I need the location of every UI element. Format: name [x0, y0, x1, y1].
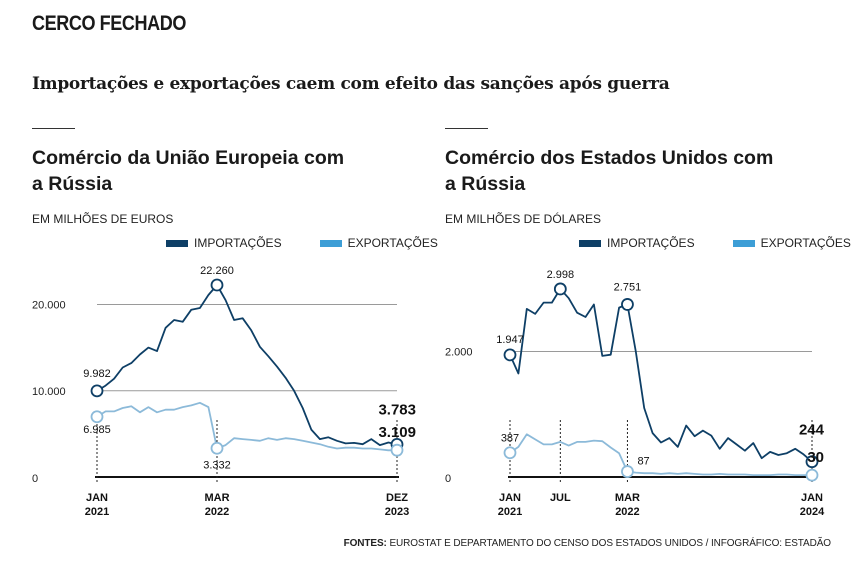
exports-marker [90, 410, 104, 424]
data-label: 22.260 [200, 265, 234, 277]
y-tick-label: 10.000 [32, 386, 66, 398]
x-tick-label-line1: DEZ [386, 492, 408, 504]
legend-label-exports: EXPORTAÇÕES [347, 236, 438, 250]
x-tick-label-line1: JAN [499, 492, 521, 504]
exports-line [509, 433, 812, 477]
x-tick-label-line2: 2022 [615, 506, 639, 518]
y-tick-label: 0 [32, 473, 38, 485]
legend-item-exports: EXPORTAÇÕES [732, 236, 851, 250]
legend-swatch-imports [579, 239, 601, 247]
data-label: 1.947 [496, 334, 524, 346]
x-tick-label-line1: MAR [204, 492, 229, 504]
legend-item-imports: IMPORTAÇÕES [166, 236, 282, 250]
x-tick-label-line2: 2022 [205, 506, 229, 518]
chart-left-title-line2: a Rússia [32, 173, 113, 195]
sources-text: EUROSTAT E DEPARTAMENTO DO CENSO DOS EST… [386, 538, 831, 549]
chart-right-title-line1: Comércio dos Estados Unidos com [445, 147, 774, 169]
chart-right-unit: EM MILHÕES DE DÓLARES [445, 212, 602, 226]
data-label: 87 [637, 456, 649, 468]
legend-label-imports: IMPORTAÇÕES [194, 236, 282, 250]
chart-right-legend: IMPORTAÇÕES EXPORTAÇÕES [579, 236, 856, 250]
data-label: 2.998 [547, 269, 575, 281]
data-label: 244 [799, 422, 825, 439]
legend-label-exports: EXPORTAÇÕES [760, 236, 851, 250]
chart-left-title: Comércio da União Europeia com a Rússia [32, 145, 344, 197]
kicker-title: CERCO FECHADO [32, 12, 186, 35]
x-tick-label-line2: 2023 [385, 506, 409, 518]
imports-marker [553, 282, 567, 296]
y-tick-label: 20.000 [32, 300, 66, 312]
y-tick-label: 0 [445, 473, 451, 485]
y-tick-label: 2.000 [445, 347, 473, 359]
data-label: 30 [807, 449, 824, 466]
legend-swatch-exports [732, 239, 755, 247]
imports-marker [621, 298, 634, 311]
imports-marker [805, 455, 819, 469]
exports-marker [503, 446, 517, 460]
chart-eu-plot: 0 10.000 20.000 JAN 2021 MAR 2022 DEZ 2023 9.982 6… [32, 265, 416, 518]
x-tick-label-line1: JAN [86, 492, 108, 504]
exports-marker [210, 441, 224, 455]
chart-left-rule [32, 128, 75, 129]
exports-marker [390, 443, 404, 457]
chart-right-title-line2: a Rússia [445, 173, 526, 195]
imports-marker [90, 384, 104, 398]
x-tick-label-line1: JUL [550, 492, 571, 504]
sources-note: FONTES: EUROSTAT E DEPARTAMENTO DO CENSO… [343, 538, 832, 549]
data-label: 387 [501, 433, 519, 445]
x-tick-label-line1: MAR [615, 492, 640, 504]
x-tick-label-line2: 2021 [85, 506, 109, 518]
sources-label: FONTES: [343, 538, 387, 549]
data-label: 3.109 [378, 424, 416, 441]
data-label: 3.332 [203, 459, 231, 471]
x-tick-label-line2: 2024 [800, 506, 825, 518]
chart-right-title: Comércio dos Estados Unidos com a Rússia [445, 145, 773, 197]
imports-line [96, 284, 398, 447]
page-subtitle: Importações e exportações caem com efeit… [32, 74, 670, 94]
legend-swatch-imports [166, 239, 188, 247]
data-label: 6.985 [83, 424, 111, 436]
chart-left-unit: EM MILHÕES DE EUROS [32, 212, 174, 226]
imports-line [509, 287, 813, 463]
data-label: 9.982 [83, 368, 111, 380]
x-tick-label-line2: 2021 [498, 506, 522, 518]
x-tick-label-line1: JAN [801, 492, 823, 504]
legend-swatch-exports [319, 239, 342, 247]
legend-label-imports: IMPORTAÇÕES [607, 236, 695, 250]
legend-item-imports: IMPORTAÇÕES [579, 236, 695, 250]
chart-right-rule [445, 128, 488, 129]
exports-marker [805, 468, 819, 482]
exports-line [96, 401, 398, 452]
legend-item-exports: EXPORTAÇÕES [319, 236, 438, 250]
imports-marker [210, 278, 224, 292]
chart-left-legend: IMPORTAÇÕES EXPORTAÇÕES [166, 236, 476, 250]
imports-marker [503, 348, 517, 362]
data-label: 3.783 [378, 401, 416, 418]
exports-marker [621, 465, 634, 478]
data-label: 2.751 [614, 281, 642, 293]
chart-left-title-line1: Comércio da União Europeia com [32, 147, 345, 169]
